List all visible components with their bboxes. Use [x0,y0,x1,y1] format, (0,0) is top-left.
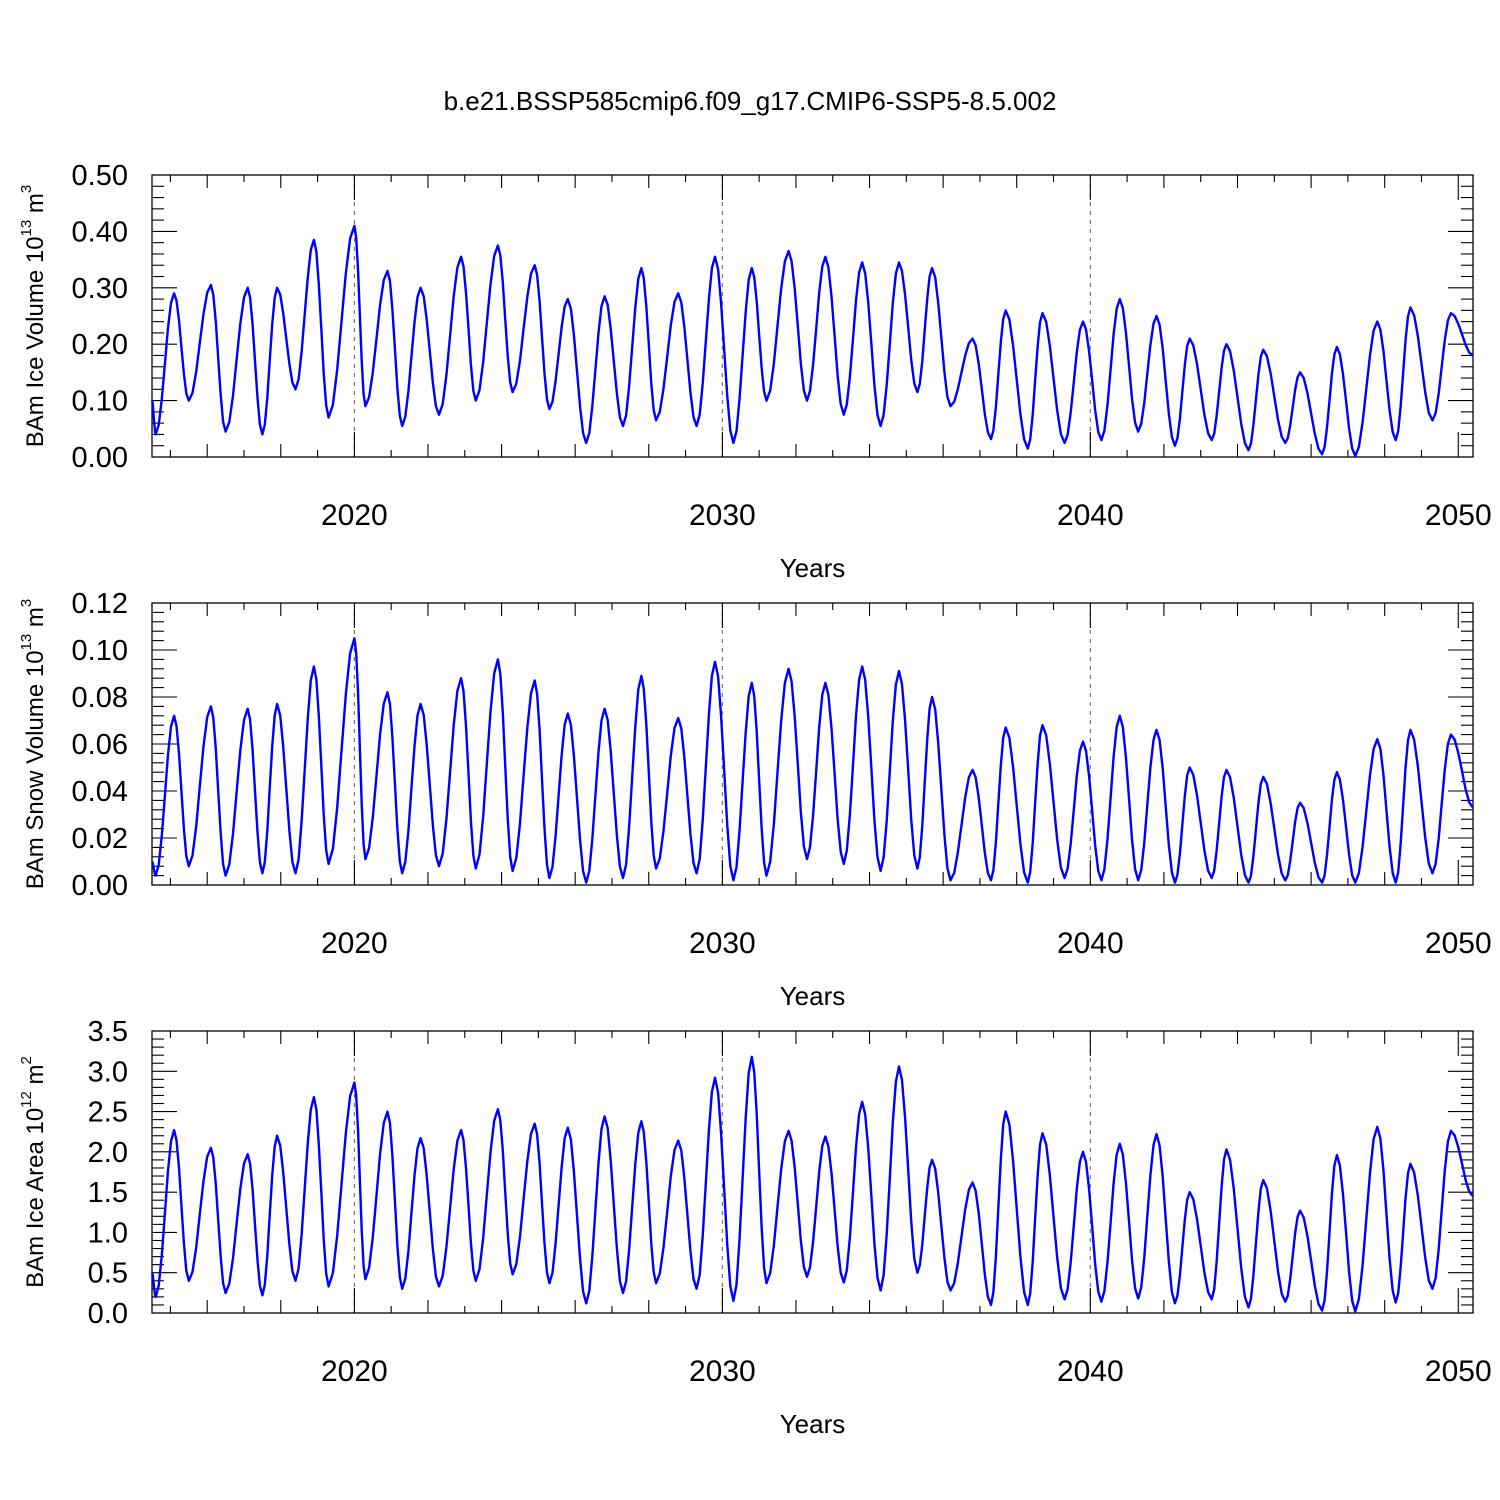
y-tick-label: 0.0 [88,1298,128,1330]
y-tick-label: 1.0 [88,1217,128,1249]
y-tick-label: 3.5 [88,1016,128,1048]
series-line [151,637,1474,884]
x-tick-label: 2020 [321,927,388,960]
y-tick-label: 0.06 [72,729,128,761]
y-tick-label: 0.00 [72,442,128,474]
y-tick-label: 0.20 [72,329,128,361]
series-line [150,224,1474,458]
x-tick-label: 2030 [689,1355,756,1388]
y-tick-label: 0.50 [72,160,128,192]
x-axis-label: Years [780,553,846,583]
y-tick-label: 0.40 [72,216,128,248]
y-tick-label: 0.10 [72,635,128,667]
y-axis-label: BAm Ice Volume 1013 m3 [18,185,49,447]
y-tick-label: 0.04 [72,776,128,808]
x-tick-label: 2030 [689,499,756,532]
x-tick-label: 2050 [1425,927,1492,960]
x-axis-label: Years [780,981,846,1011]
y-tick-label: 2.5 [88,1097,128,1129]
plot-frame [151,174,1474,458]
y-axis-label: BAm Snow Volume 1013 m3 [18,599,49,890]
plot-frame [151,1030,1474,1314]
y-tick-label: 1.5 [88,1177,128,1209]
x-tick-label: 2020 [321,1355,388,1388]
y-tick-label: 0.5 [88,1258,128,1290]
series-line [150,1055,1474,1313]
x-tick-label: 2030 [689,927,756,960]
plot-frame [151,602,1474,886]
x-axis-label: Years [780,1409,846,1439]
x-tick-label: 2040 [1057,1355,1124,1388]
chart-panel-2: 0.00 0.02 0.04 0.06 0.08 0.10 0.12 2020 2030 2040… [18,588,1492,1011]
y-tick-label: 0.12 [72,588,128,620]
figure-title: b.e21.BSSP585cmip6.f09_g17.CMIP6-SSP5-8.… [444,86,1057,116]
x-tick-label: 2040 [1057,927,1124,960]
x-tick-label: 2050 [1425,499,1492,532]
y-tick-label: 0.00 [72,870,128,902]
x-tick-label: 2050 [1425,1355,1492,1388]
y-tick-label: 3.0 [88,1056,128,1088]
y-tick-label: 0.08 [72,682,128,714]
y-axis-label: BAm Ice Area 1012 m2 [18,1056,49,1288]
y-tick-label: 2.0 [88,1137,128,1169]
panels: 0.00 0.10 0.20 0.30 0.40 0.50 2020 2030 2040 2050… [18,160,1492,1439]
x-tick-label: 2020 [321,499,388,532]
y-tick-label: 0.02 [72,823,128,855]
y-tick-label: 0.30 [72,273,128,305]
chart-panel-3: 0.0 0.5 1.0 1.5 2.0 2.5 3.0 3.5 2020 2030 2040 2050… [18,1016,1492,1439]
chart-panel-1: 0.00 0.10 0.20 0.30 0.40 0.50 2020 2030 2040 2050… [18,160,1492,583]
y-tick-label: 0.10 [72,386,128,418]
x-tick-label: 2040 [1057,499,1124,532]
